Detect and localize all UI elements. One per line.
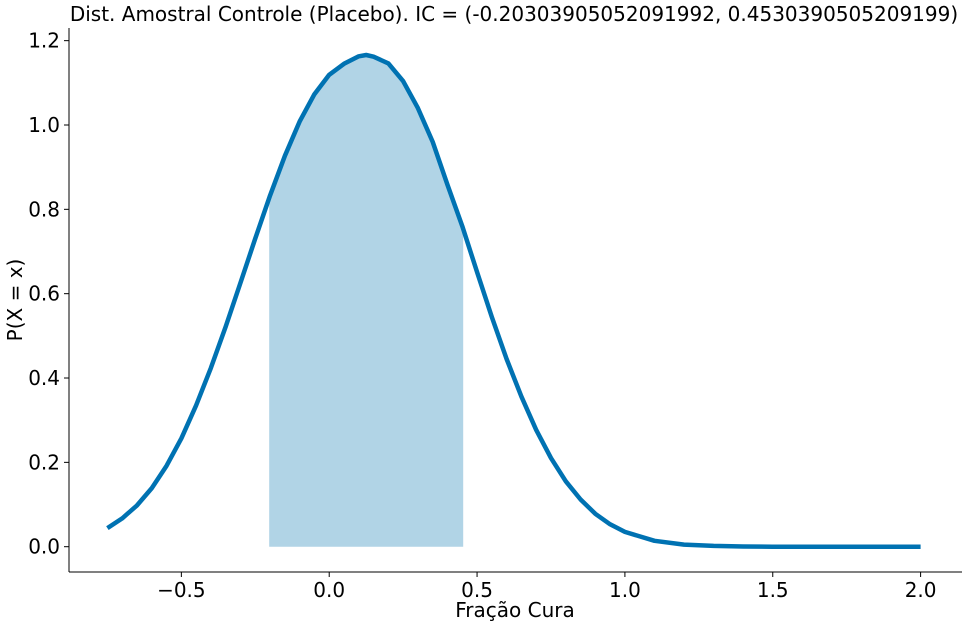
- x-tick-label: 2.0: [905, 578, 937, 602]
- x-tick-label: 0.0: [313, 578, 345, 602]
- confidence-interval-area: [269, 55, 464, 547]
- y-axis-ticks: 0.0 0.2 0.4 0.6 0.8 1.0 1.2: [28, 29, 69, 559]
- chart-title: Dist. Amostral Controle (Placebo). IC = …: [70, 2, 958, 26]
- plot-area: [106, 52, 921, 549]
- y-tick-label: 1.2: [28, 29, 60, 53]
- y-tick-label: 0.2: [28, 450, 60, 474]
- x-tick-label: 0.5: [461, 578, 493, 602]
- y-tick-label: 0.4: [28, 366, 60, 390]
- x-axis-ticks: −0.5 0.0 0.5 1.0 1.5 2.0: [157, 572, 937, 602]
- x-axis-label: Fração Cura: [455, 598, 575, 622]
- y-axis-label: P(X = x): [3, 259, 27, 342]
- y-tick-label: 0.6: [28, 282, 60, 306]
- density-curve-line: [106, 52, 921, 549]
- y-tick-label: 0.8: [28, 197, 60, 221]
- x-tick-label: 1.0: [609, 578, 641, 602]
- y-tick-label: 0.0: [28, 535, 60, 559]
- x-tick-label: −0.5: [157, 578, 206, 602]
- y-tick-label: 1.0: [28, 113, 60, 137]
- x-tick-label: 1.5: [757, 578, 789, 602]
